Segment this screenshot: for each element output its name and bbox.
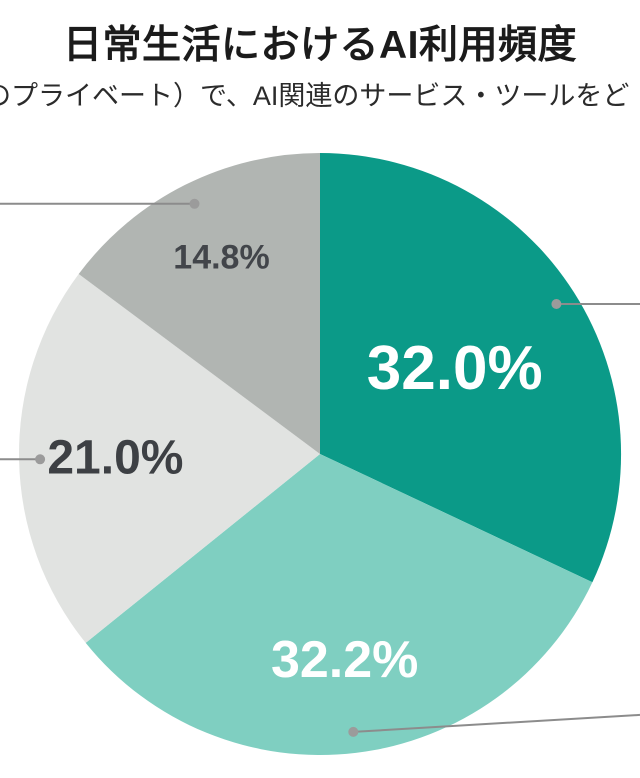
callout-dot-14.8% <box>189 198 200 209</box>
chart-subtitle: のプライベート）で、AI関連のサービス・ツールをど <box>0 81 630 111</box>
chart-title: 日常生活におけるAI利用頻度 <box>62 24 577 67</box>
callout-dot-32.2% <box>348 726 359 737</box>
slice-labels-group: 32.0% 32.2% 21.0% 14.8% <box>47 239 542 690</box>
slice-label-32.0%: 32.0% <box>367 334 543 403</box>
pie-slice-21.0% <box>18 274 321 643</box>
callout-dot-32.0% <box>551 299 562 309</box>
callout-dot-21.0% <box>35 454 46 465</box>
slice-label-21.0%: 21.0% <box>47 431 183 484</box>
slice-label-14.8%: 14.8% <box>173 239 269 277</box>
slice-label-32.2%: 32.2% <box>271 631 418 689</box>
pie-slice-32.0% <box>320 153 622 583</box>
callout-lines-group <box>0 198 640 737</box>
callout-line-32.2% <box>353 713 640 733</box>
pie-slice-14.8% <box>78 152 320 454</box>
pie-slices-group <box>18 152 622 756</box>
pie-slice-32.2% <box>85 454 593 756</box>
